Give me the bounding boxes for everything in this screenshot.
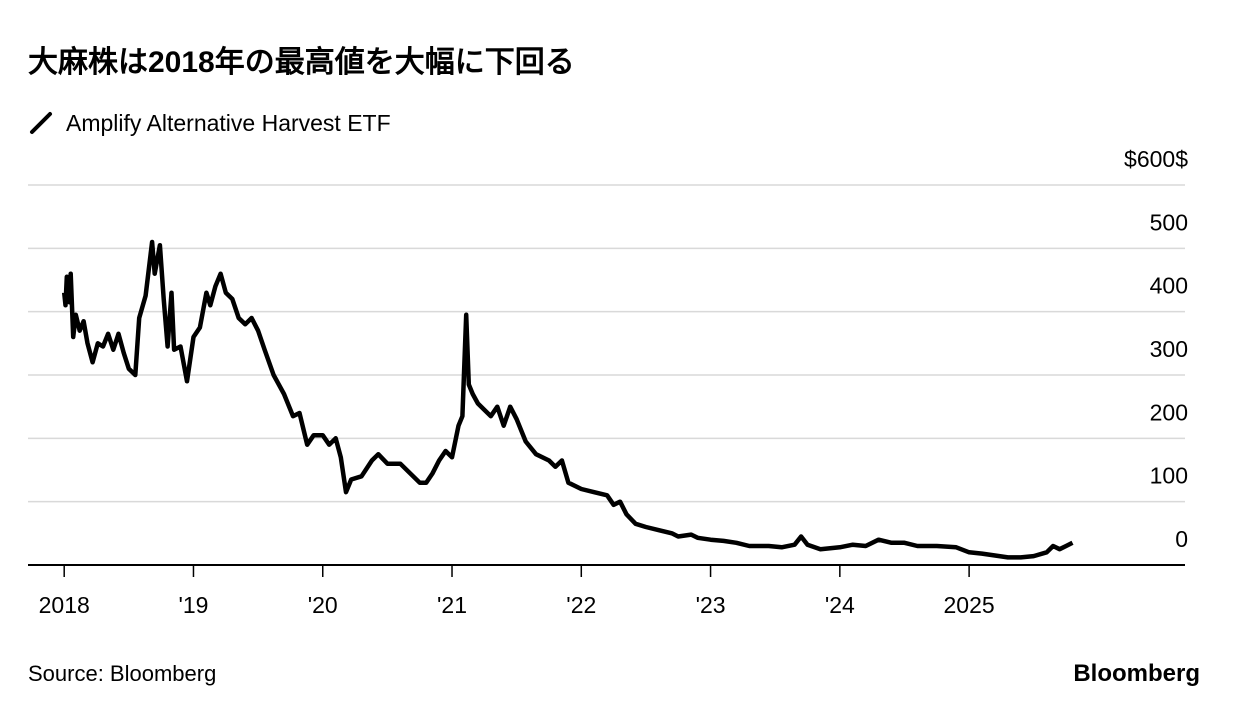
x-tick-label: 2018: [39, 592, 90, 618]
y-tick-label: 300: [1150, 336, 1188, 362]
chart-title: 大麻株は2018年の最高値を大幅に下回る: [28, 45, 575, 79]
x-tick-label: '21: [437, 592, 467, 618]
y-tick-label: 500: [1150, 209, 1188, 235]
x-tick-label: '24: [825, 592, 855, 618]
source: Source: Bloomberg: [28, 661, 216, 686]
x-tick-label: '23: [696, 592, 726, 618]
x-tick-label: '22: [566, 592, 596, 618]
price-line: [61, 239, 1074, 560]
y-tick-label: 400: [1150, 273, 1188, 299]
legend-swatch: [30, 112, 52, 134]
y-tick-label: 0: [1175, 526, 1188, 552]
x-tick-label: 2025: [944, 592, 995, 618]
legend-label: Amplify Alternative Harvest ETF: [66, 110, 391, 136]
y-tick-label: $600$: [1124, 146, 1188, 172]
brand-logo: Bloomberg: [1073, 660, 1200, 687]
y-tick-label: 200: [1150, 399, 1188, 425]
x-tick-label: '20: [308, 592, 338, 618]
x-tick-label: '19: [178, 592, 208, 618]
y-tick-label: 100: [1150, 463, 1188, 489]
